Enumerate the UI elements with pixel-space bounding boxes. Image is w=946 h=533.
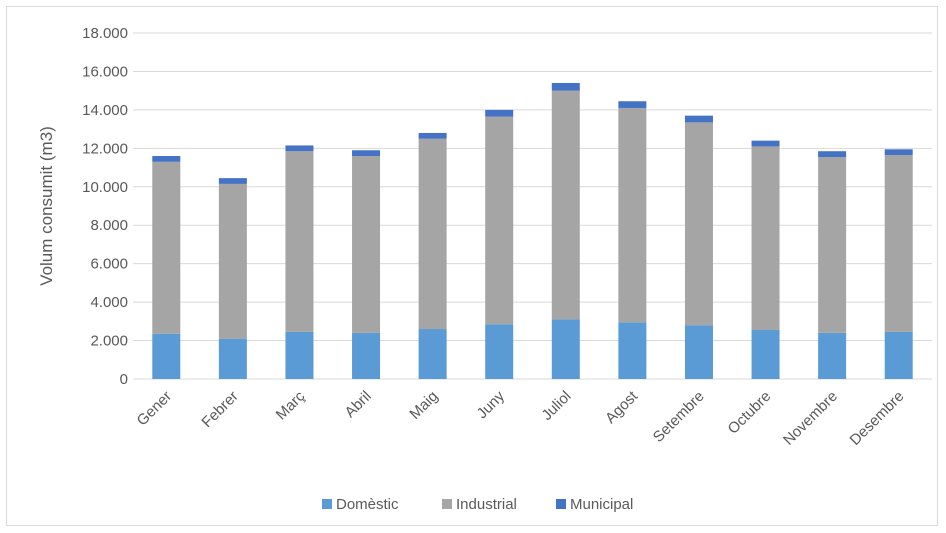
bar-segment xyxy=(285,151,314,332)
x-tick-label: Març xyxy=(273,387,309,423)
bar-segment xyxy=(618,322,647,379)
bar-segment xyxy=(418,132,447,139)
bar-segment xyxy=(218,183,247,339)
legend-label: Industrial xyxy=(456,496,517,513)
y-tick-label: 18.000 xyxy=(82,25,128,42)
bar-segment xyxy=(618,107,647,323)
bar-segment xyxy=(818,332,847,379)
bar-segment xyxy=(884,155,913,332)
bar-segment xyxy=(551,82,580,91)
bars xyxy=(152,82,913,379)
bar-segment xyxy=(352,156,381,333)
bar-segment xyxy=(684,115,713,123)
y-tick-label: 0 xyxy=(120,371,128,388)
bar-segment xyxy=(352,332,381,379)
bar-segment xyxy=(352,150,381,157)
y-tick-label: 10.000 xyxy=(82,179,128,196)
x-tick-label: Novembre xyxy=(780,388,841,449)
bar-segment xyxy=(418,329,447,379)
x-tick-label: Octubre xyxy=(725,388,775,438)
bar-segment xyxy=(751,140,780,147)
y-tick-label: 14.000 xyxy=(82,102,128,119)
legend-swatch xyxy=(322,499,332,509)
legend-label: Municipal xyxy=(570,496,633,513)
x-tick-label: Desembre xyxy=(847,388,908,449)
legend-swatch xyxy=(556,499,566,509)
y-tick-label: 4.000 xyxy=(90,294,128,311)
bar-segment xyxy=(485,324,514,379)
x-tick-label: Setembre xyxy=(650,388,708,446)
bar-segment xyxy=(818,156,847,333)
bar-segment xyxy=(884,331,913,379)
bar-segment xyxy=(684,325,713,379)
y-axis-ticks: 0 2.000 4.000 6.000 8.000 10.000 12.000 14.000 1… xyxy=(82,25,128,388)
bar-segment xyxy=(285,145,314,152)
x-tick-label: Abril xyxy=(342,388,375,421)
bar-segment xyxy=(684,122,713,326)
bar-segment xyxy=(818,151,847,157)
x-tick-label: Juny xyxy=(474,387,509,422)
y-tick-label: 16.000 xyxy=(82,63,128,80)
legend: Domèstic Industrial Municipal xyxy=(322,496,633,513)
x-tick-label: Juliol xyxy=(538,388,574,424)
y-tick-label: 2.000 xyxy=(90,333,128,350)
x-tick-label: Maig xyxy=(406,388,441,423)
y-tick-label: 6.000 xyxy=(90,256,128,273)
bar-segment xyxy=(418,138,447,330)
y-axis-title: Volum consumit (m3) xyxy=(37,126,56,286)
bar-segment xyxy=(884,149,913,156)
bar-segment xyxy=(751,329,780,379)
y-tick-label: 12.000 xyxy=(82,140,128,157)
bar-segment xyxy=(152,156,181,162)
legend-label: Domèstic xyxy=(336,496,399,513)
bar-segment xyxy=(751,146,780,330)
bar-segment xyxy=(485,116,514,325)
bar-segment xyxy=(618,101,647,108)
bar-segment xyxy=(551,90,580,320)
bar-segment xyxy=(152,161,181,334)
bar-segment xyxy=(218,338,247,379)
x-tick-label: Agost xyxy=(602,387,642,427)
x-tick-label: Febrer xyxy=(198,388,241,431)
x-axis-ticks: Gener Febrer Març Abril Maig Juny Juliol Agost S… xyxy=(134,387,908,449)
bar-segment xyxy=(285,331,314,379)
gridlines xyxy=(133,32,932,380)
bar-segment xyxy=(218,178,247,184)
bar-segment xyxy=(152,333,181,379)
bar-segment xyxy=(551,319,580,379)
bar-segment xyxy=(485,109,514,117)
legend-swatch xyxy=(442,499,452,509)
x-tick-label: Gener xyxy=(134,388,176,430)
y-tick-label: 8.000 xyxy=(90,217,128,234)
